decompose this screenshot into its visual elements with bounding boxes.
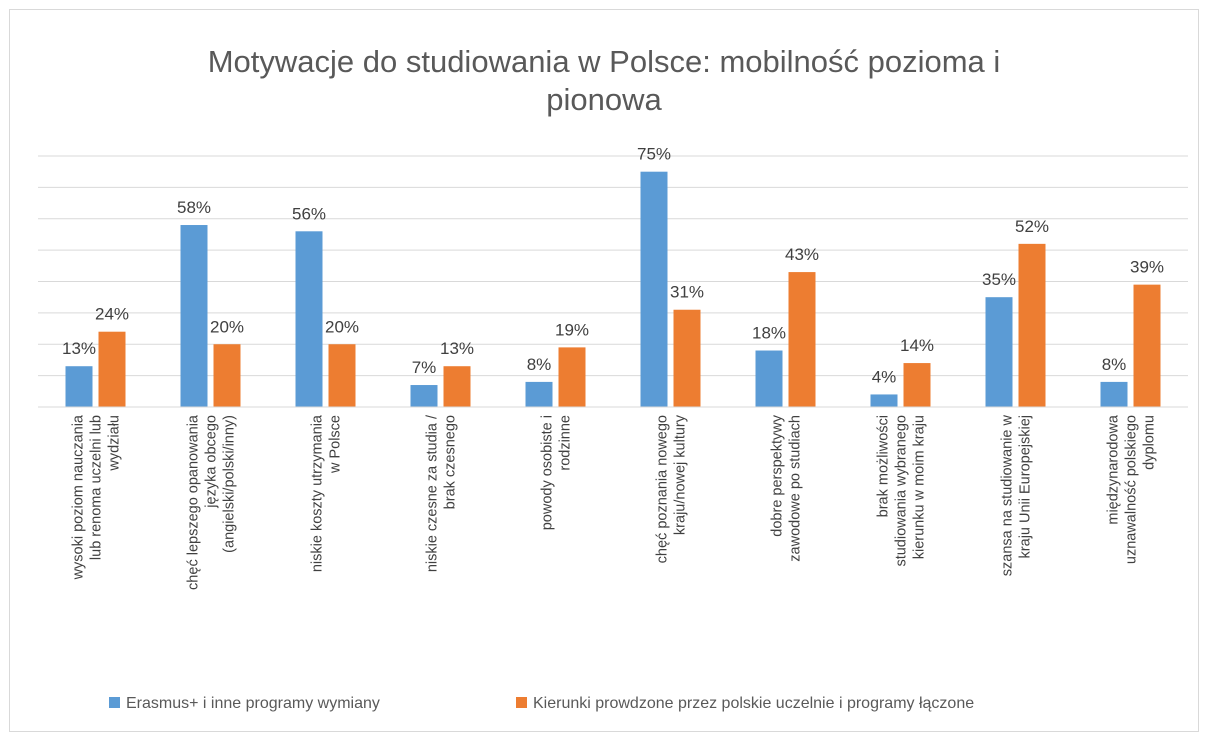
bar <box>328 344 356 407</box>
bar <box>65 366 93 407</box>
data-label: 75% <box>637 145 671 164</box>
data-label: 52% <box>1015 217 1049 236</box>
bar <box>788 272 816 407</box>
legend-label: Kierunki prowdzone przez polskie uczelni… <box>533 695 974 712</box>
data-label: 8% <box>527 355 552 374</box>
data-label: 56% <box>292 204 326 223</box>
data-label: 7% <box>412 358 437 377</box>
x-tick-label: dobre perspektywy zawodowe po studiach <box>770 414 804 561</box>
bar <box>410 385 438 407</box>
bar <box>295 231 323 407</box>
bar <box>443 366 471 407</box>
bar <box>1133 284 1161 407</box>
data-label: 8% <box>1102 355 1127 374</box>
bar <box>755 350 783 407</box>
x-tick-label: szansa na studiowanie w kraju Unii Europe… <box>1000 414 1034 576</box>
x-tick-label: powody osobiste i rodzinne <box>540 415 574 530</box>
bar <box>180 225 208 407</box>
x-tick-label: brak możliwości studiowania wybranego kier… <box>876 415 928 567</box>
data-label: 58% <box>177 198 211 217</box>
bar <box>213 344 241 407</box>
legend-swatch <box>109 697 120 708</box>
bar <box>903 363 931 407</box>
legend-label: Erasmus+ i inne programy wymiany <box>126 695 380 712</box>
bar <box>673 309 701 407</box>
data-label: 39% <box>1130 258 1164 277</box>
data-label: 31% <box>670 283 704 302</box>
bar <box>870 394 898 407</box>
bar <box>1018 243 1046 407</box>
chart-title: Motywacje do studiowania w Polsce: mobil… <box>208 44 1001 117</box>
data-label: 13% <box>62 339 96 358</box>
data-label: 14% <box>900 336 934 355</box>
bar <box>1100 381 1128 407</box>
x-tick-label: chęć poznania nowego kraju/nowej kultury <box>655 414 689 563</box>
bar <box>558 347 586 407</box>
data-label: 20% <box>325 317 359 336</box>
data-label: 19% <box>555 320 589 339</box>
x-tick-label: międzynarodowa uznawalność polskiego dyplo… <box>1106 414 1158 564</box>
data-label: 43% <box>785 245 819 264</box>
legend-swatch <box>516 697 527 708</box>
data-label: 18% <box>752 324 786 343</box>
data-label: 4% <box>872 367 897 386</box>
bar <box>985 297 1013 407</box>
x-tick-label: wysoki poziom nauczania lub renoma uczeln… <box>71 414 123 580</box>
data-label: 13% <box>440 339 474 358</box>
data-label: 20% <box>210 317 244 336</box>
data-label: 24% <box>95 305 129 324</box>
x-tick-label: chęć lepszego opanowania języka obcego (an… <box>186 414 238 590</box>
bar <box>640 171 668 407</box>
bar <box>525 381 553 407</box>
x-tick-label: niskie koszty utrzymania w Polsce <box>310 414 344 572</box>
bar <box>98 331 126 407</box>
x-tick-label: niskie czesne za studia / brak czesnego <box>425 414 459 572</box>
data-label: 35% <box>982 270 1016 289</box>
